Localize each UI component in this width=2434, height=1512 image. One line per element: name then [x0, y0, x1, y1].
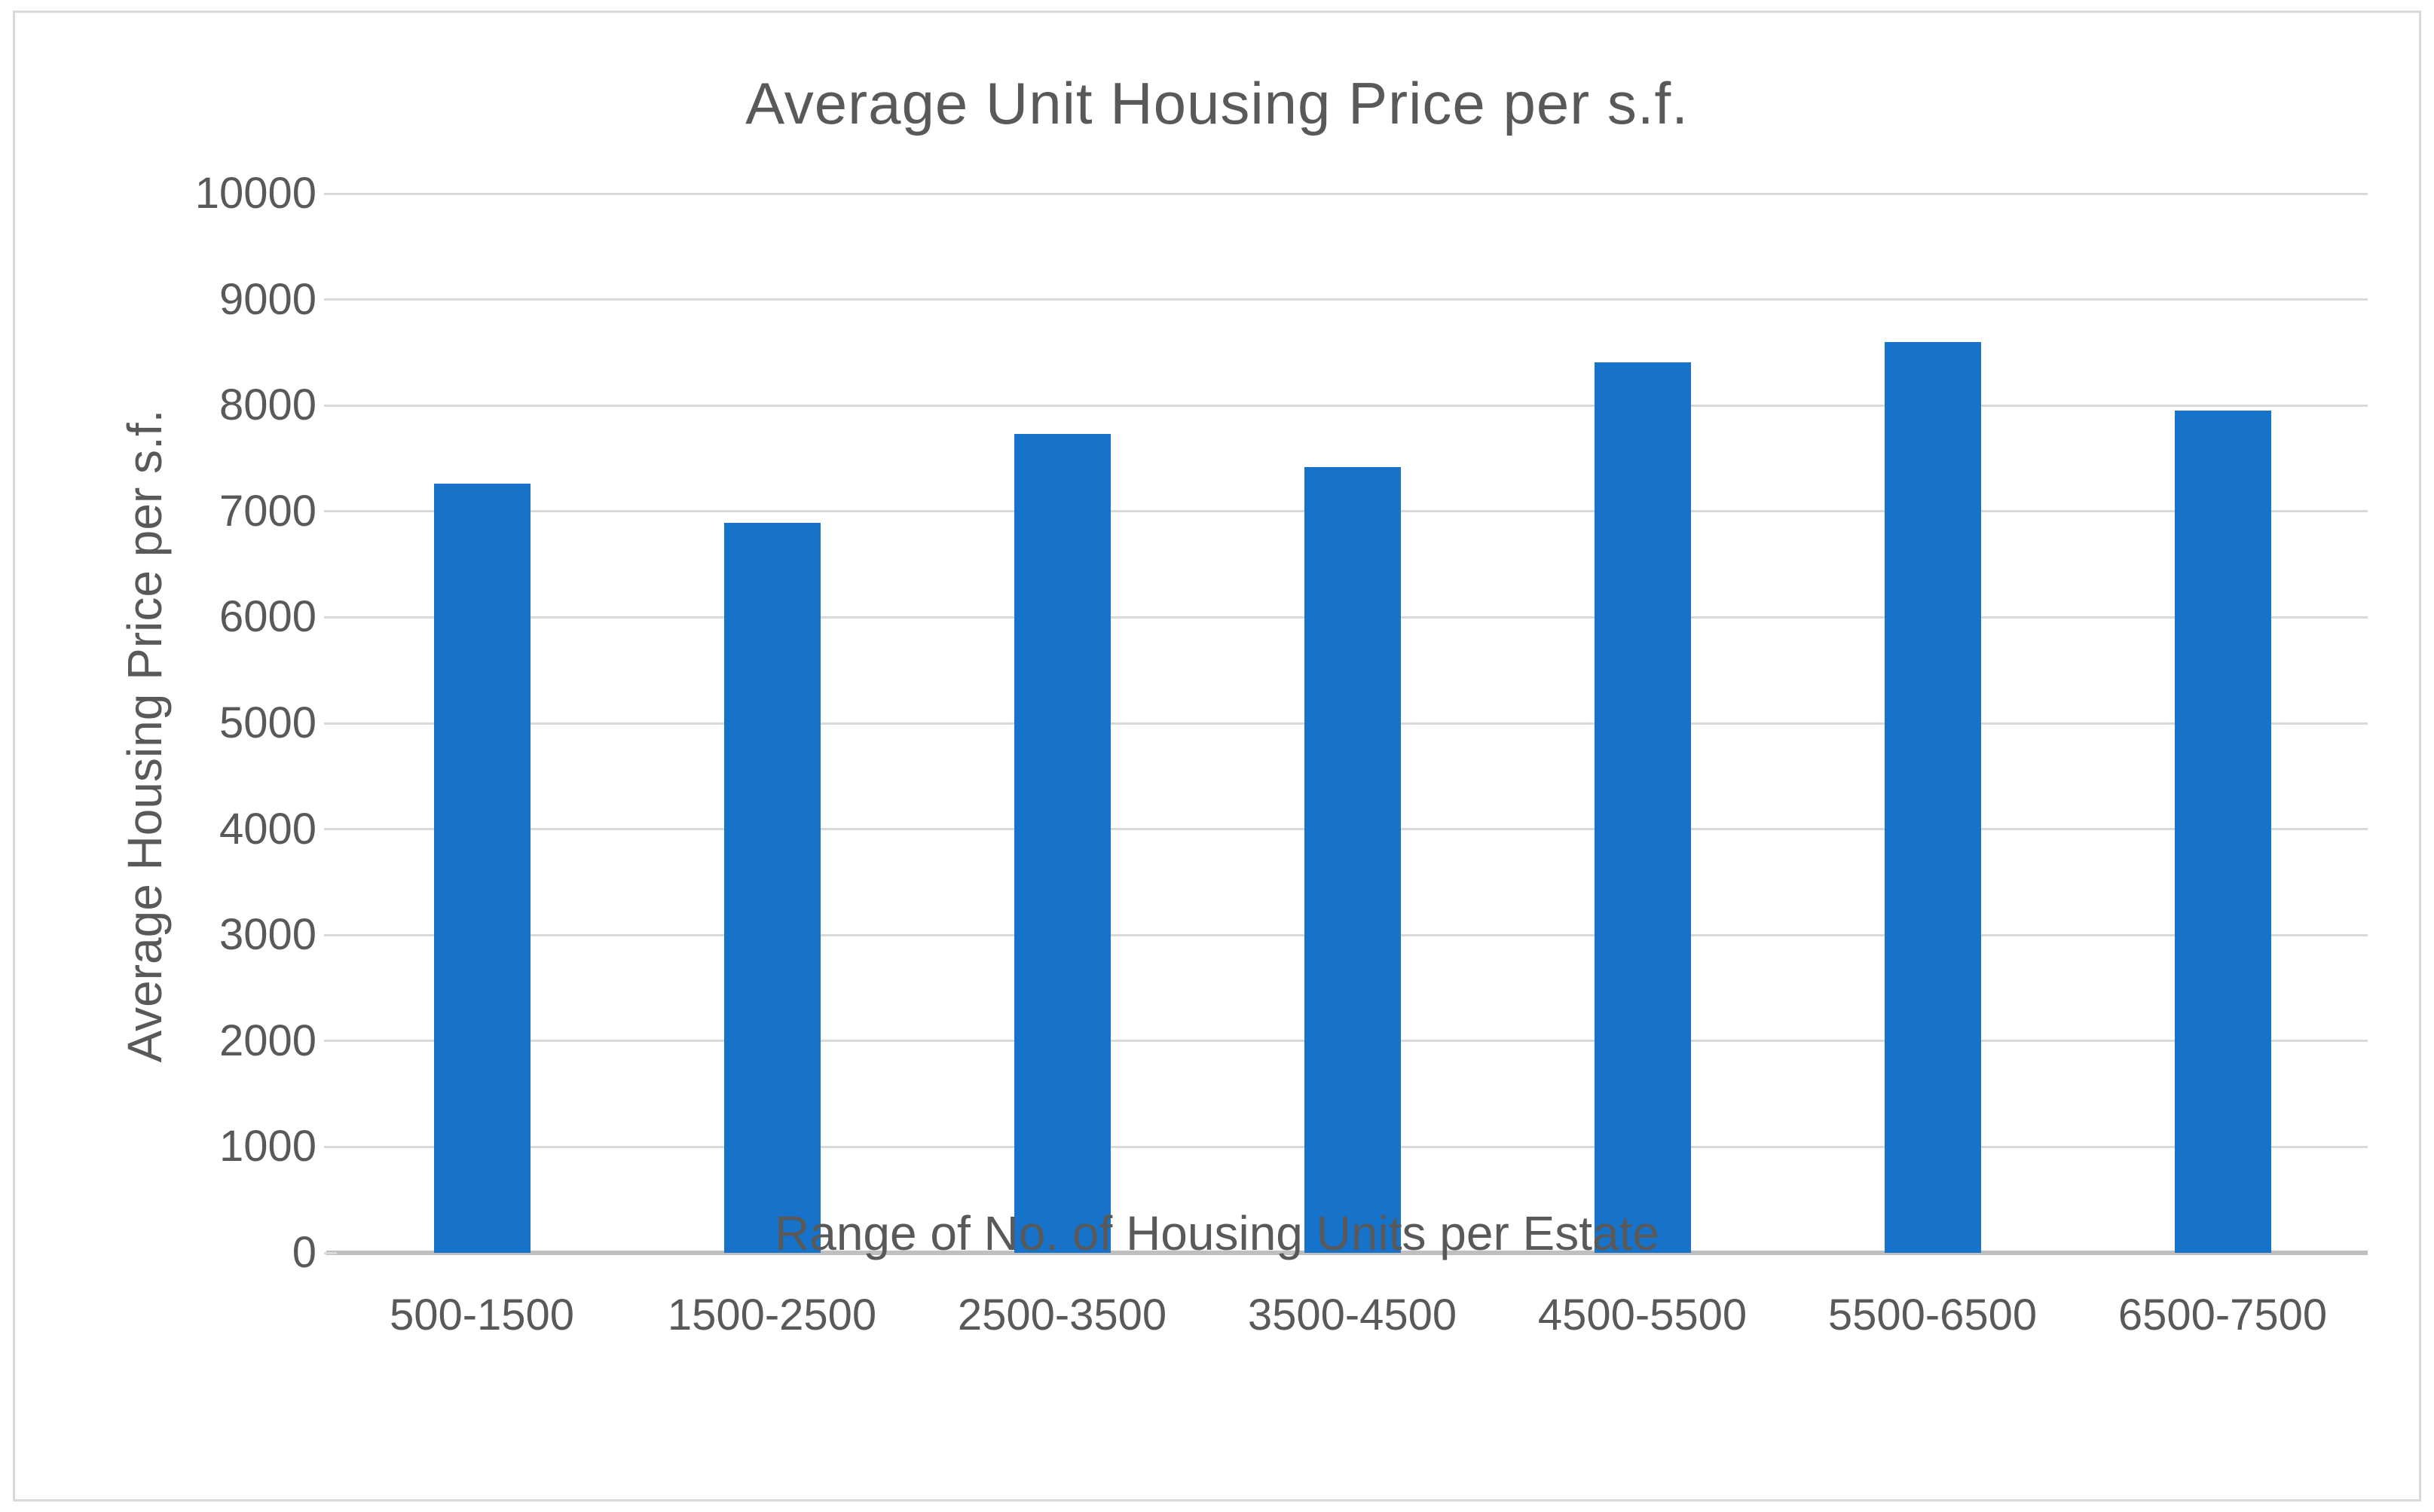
y-tick-label: 2000: [219, 1016, 316, 1065]
y-tick-label: 10000: [194, 169, 316, 218]
x-tick-label: 5500-6500: [1827, 1291, 2038, 1339]
bar: [1594, 362, 1691, 1253]
x-tick-label: 500-1500: [389, 1291, 575, 1339]
x-tick-label: 1500-2500: [667, 1291, 877, 1339]
y-tick-label: 6000: [219, 592, 316, 642]
plot-area: 0 1000 2000 3000 4000 5000 6000 7000 8000 9000 100…: [195, 169, 2368, 1339]
y-tick-mark: [324, 404, 337, 407]
y-tick-mark: [324, 510, 337, 513]
bar: [433, 484, 531, 1253]
bar: [2174, 411, 2271, 1253]
y-tick-label: 4000: [219, 804, 316, 854]
bar: [1014, 434, 1111, 1253]
chart-frame-border: Average Unit Housing Price per s.f. Aver…: [13, 11, 2421, 1501]
gridline: [337, 298, 2368, 301]
x-tick-label: 6500-7500: [2118, 1291, 2328, 1339]
y-tick-mark: [324, 192, 337, 195]
x-axis-title: Range of No. of Housing Units per Estate: [775, 1206, 1659, 1260]
chart-title: Average Unit Housing Price per s.f.: [745, 70, 1689, 136]
y-tick-label: 8000: [219, 380, 316, 430]
y-tick-label: 9000: [219, 274, 316, 324]
y-tick-label: 7000: [219, 486, 316, 536]
y-tick-mark: [324, 1251, 337, 1254]
x-tick-label: 3500-4500: [1247, 1291, 1457, 1339]
gridline: [337, 404, 2368, 407]
y-tick-mark: [324, 1040, 337, 1043]
y-tick-mark: [324, 615, 337, 619]
x-axis-line: [326, 1251, 2368, 1255]
y-tick-mark: [324, 933, 337, 936]
gridline: [337, 192, 2368, 195]
y-tick-label: 1000: [219, 1122, 316, 1171]
x-tick-label: 4500-5500: [1537, 1291, 1748, 1339]
y-tick-mark: [324, 298, 337, 301]
y-tick-label: 5000: [219, 698, 316, 747]
y-tick-label: 3000: [219, 910, 316, 960]
x-tick-label: 2500-3500: [957, 1291, 1167, 1339]
y-tick-mark: [324, 722, 337, 725]
y-tick-label: 0: [292, 1228, 316, 1277]
bar: [1304, 466, 1401, 1253]
bar: [1884, 341, 1981, 1253]
y-tick-mark: [324, 1145, 337, 1148]
bar: [723, 523, 821, 1253]
y-tick-mark: [324, 828, 337, 831]
